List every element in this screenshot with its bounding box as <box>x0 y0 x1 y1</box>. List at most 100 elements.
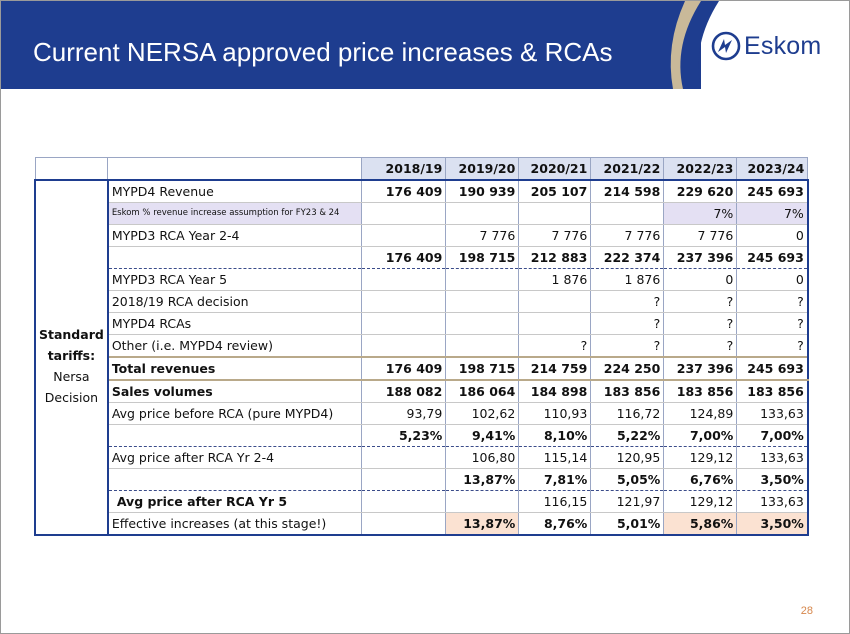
table-cell <box>445 268 520 291</box>
table-cell: 7 776 <box>590 224 665 247</box>
table-cell <box>361 446 447 469</box>
slide-header: Current NERSA approved price increases &… <box>1 1 849 89</box>
table-row: Eskom % revenue increase assumption for … <box>35 202 809 225</box>
table-row: MYPD3 RCA Year 5 1 876 1 876 0 0 <box>35 268 809 291</box>
table-cell: 102,62 <box>445 402 520 425</box>
table-row: Avg price after RCA Yr 5 116,15 121,97 1… <box>35 490 809 513</box>
year-header: 2023/24 <box>736 157 809 181</box>
year-header: 2020/21 <box>518 157 592 181</box>
table-cell: 198 715 <box>445 246 520 269</box>
table-cell: 9,41% <box>445 424 520 447</box>
table-cell: 212 883 <box>518 246 592 269</box>
table-cell: 7,00% <box>736 424 809 447</box>
table-cell: 245 693 <box>736 356 809 381</box>
table-cell: 5,01% <box>590 512 665 536</box>
title-band <box>1 1 701 89</box>
table-row: 13,87% 7,81% 5,05% 6,76% 3,50% <box>35 468 809 491</box>
table-cell: 198 715 <box>445 356 520 381</box>
table-cell: ? <box>663 334 738 358</box>
table-cell: 133,63 <box>736 402 809 425</box>
table-cell: 224 250 <box>590 356 665 381</box>
table-cell: 188 082 <box>361 380 447 403</box>
row-label: Total revenues <box>106 356 363 381</box>
table-row: MYPD3 RCA Year 2-4 7 776 7 776 7 776 7 7… <box>35 224 809 247</box>
table-row: MYPD4 RCAs ? ? ? <box>35 312 809 335</box>
table-cell <box>361 490 447 513</box>
table-cell: 1 876 <box>590 268 665 291</box>
table-header-row: 2018/19 2019/20 2020/21 2021/22 2022/23 … <box>34 157 809 181</box>
table-row-total: Total revenues 176 409 198 715 214 759 2… <box>35 356 809 381</box>
table-cell: ? <box>736 290 809 313</box>
table-cell: ? <box>736 334 809 358</box>
table-row: Standard tariffs: Nersa Decision MYPD4 R… <box>34 180 809 536</box>
table-cell: 13,87% <box>445 468 520 491</box>
table-cell: 116,15 <box>518 490 592 513</box>
table-cell: 184 898 <box>518 380 592 403</box>
table-cell: 237 396 <box>663 356 738 381</box>
table-row: Avg price after RCA Yr 2-4 106,80 115,14… <box>35 446 809 469</box>
table-cell: 121,97 <box>590 490 665 513</box>
table-cell: 1 876 <box>518 268 592 291</box>
table-row: 2018/19 RCA decision ? ? ? <box>35 290 809 313</box>
table-cell: 133,63 <box>736 446 809 469</box>
table-cell: 5,86% <box>663 512 738 536</box>
table-cell <box>445 490 520 513</box>
table-cell: 245 693 <box>736 246 809 269</box>
side-label: Standard tariffs: Nersa Decision <box>34 180 109 536</box>
table-row: Avg price before RCA (pure MYPD4) 93,79 … <box>35 402 809 425</box>
table-cell: 7 776 <box>445 224 520 247</box>
table-cell: 8,10% <box>518 424 592 447</box>
table-row: Other (i.e. MYPD4 review) ? ? ? ? <box>35 334 809 358</box>
table-cell: 205 107 <box>518 180 592 203</box>
table-cell <box>361 224 447 247</box>
table-cell: 176 409 <box>361 246 447 269</box>
year-header: 2019/20 <box>445 157 520 181</box>
table-cell <box>445 312 520 335</box>
side-label-line: Standard <box>39 326 104 342</box>
table-cell: 8,76% <box>518 512 592 536</box>
table-cell <box>361 512 447 536</box>
table-cell: ? <box>663 312 738 335</box>
table-cell <box>361 202 447 225</box>
table-cell: 6,76% <box>663 468 738 491</box>
table-cell: 0 <box>736 268 809 291</box>
row-label: 2018/19 RCA decision <box>106 290 363 313</box>
year-header: 2022/23 <box>663 157 738 181</box>
row-label: Other (i.e. MYPD4 review) <box>106 334 363 358</box>
table-cell: 5,05% <box>590 468 665 491</box>
row-label: Avg price before RCA (pure MYPD4) <box>106 402 363 425</box>
table-row-effective: Effective increases (at this stage!) 13,… <box>35 512 809 536</box>
table-cell: 116,72 <box>590 402 665 425</box>
row-label: MYPD3 RCA Year 2-4 <box>106 224 363 247</box>
table-row: 5,23% 9,41% 8,10% 5,22% 7,00% 7,00% <box>35 424 809 447</box>
table-cell: 237 396 <box>663 246 738 269</box>
table-cell: 5,23% <box>361 424 447 447</box>
table-cell <box>445 290 520 313</box>
table-cell <box>518 312 592 335</box>
table-cell: 7% <box>736 202 809 225</box>
table-cell: 7% <box>663 202 738 225</box>
row-label: Sales volumes <box>106 380 363 403</box>
table-cell: 5,22% <box>590 424 665 447</box>
table-cell: 7 776 <box>518 224 592 247</box>
table-cell: 110,93 <box>518 402 592 425</box>
table-cell <box>361 468 447 491</box>
table-cell: 124,89 <box>663 402 738 425</box>
table-cell: 7 776 <box>663 224 738 247</box>
table-cell: ? <box>590 312 665 335</box>
table-cell <box>445 202 520 225</box>
row-label: Effective increases (at this stage!) <box>106 512 363 536</box>
slide-title: Current NERSA approved price increases &… <box>33 37 613 67</box>
table-cell <box>445 334 520 358</box>
eskom-logo-icon <box>711 31 741 61</box>
table-cell: 0 <box>663 268 738 291</box>
table-cell: ? <box>590 334 665 358</box>
table-cell: 129,12 <box>663 490 738 513</box>
table-cell: 214 759 <box>518 356 592 381</box>
row-label: Avg price after RCA Yr 5 <box>106 490 363 513</box>
table-cell: 214 598 <box>590 180 665 203</box>
side-label-line: tariffs: <box>47 347 96 363</box>
corner-cell <box>34 157 109 181</box>
row-label <box>106 424 363 447</box>
table-cell: 176 409 <box>361 356 447 381</box>
